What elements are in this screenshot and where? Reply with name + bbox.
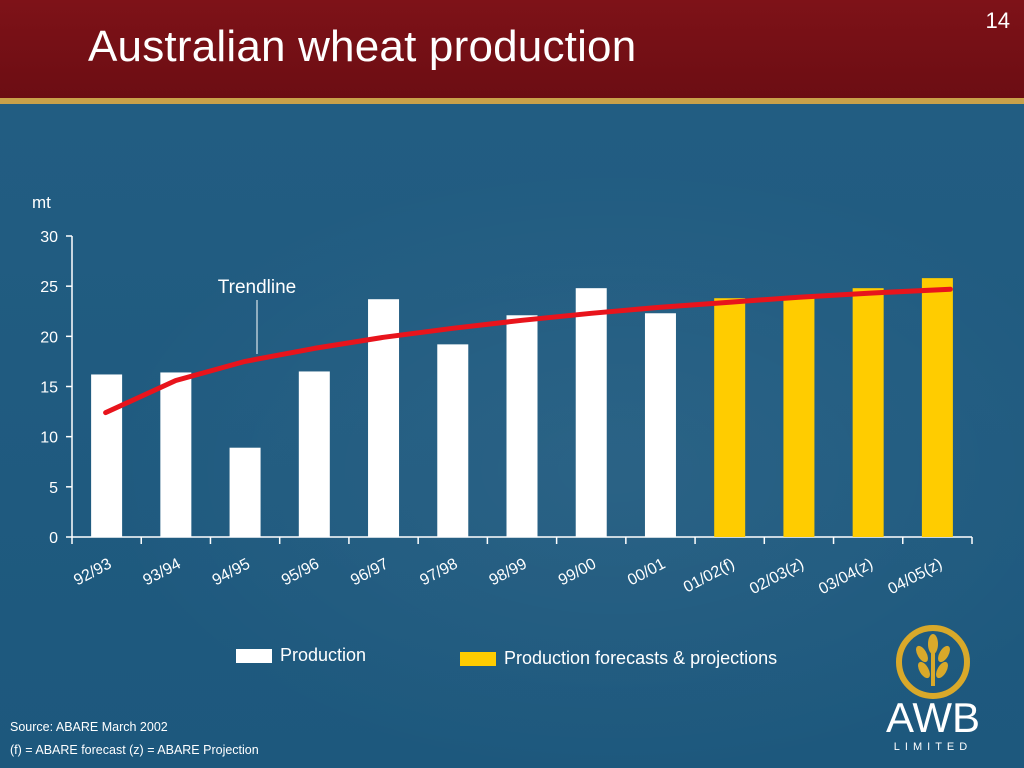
x-tick-label: 03/04(z) [816, 556, 876, 599]
y-tick-label: 20 [40, 329, 58, 346]
y-tick-label: 15 [40, 380, 58, 397]
y-tick-label: 25 [40, 279, 58, 296]
forecast-bar [714, 298, 746, 537]
production-bar [437, 344, 469, 537]
logo-ring [896, 625, 970, 699]
legend-forecasts-label: Production forecasts & projections [504, 648, 778, 668]
y-axis-label: mt [32, 193, 51, 212]
production-bar [91, 374, 123, 537]
y-tick-label: 0 [49, 530, 58, 547]
x-tick-label: 92/93 [71, 555, 114, 589]
x-tick-label: 96/97 [348, 555, 391, 589]
footnote-key: (f) = ABARE forecast (z) = ABARE Project… [10, 743, 259, 757]
x-tick-label: 02/03(z) [747, 556, 807, 599]
source-note: Source: ABARE March 2002 (f) = ABARE for… [10, 716, 259, 762]
trendline-annotation: Trendline [218, 277, 297, 298]
forecast-bar [852, 288, 884, 537]
production-bar [298, 371, 330, 537]
x-tick-label: 98/99 [487, 555, 530, 589]
wheat-production-chart: 0 5 10 15 20 25 30 mt 92/93 93/94 94/95 95/96 96/97 9… [32, 193, 973, 599]
title-bar-rule [0, 98, 1024, 104]
trendline [103, 286, 953, 416]
legend-forecasts-swatch [460, 651, 496, 666]
x-tick-label: 99/00 [556, 555, 599, 589]
legend-production: Production [236, 645, 366, 666]
forecast-bar [921, 278, 953, 537]
forecast-bar [783, 296, 815, 537]
y-tick-label: 5 [49, 480, 58, 497]
x-tick-label: 97/98 [417, 555, 460, 589]
title-bar [0, 0, 1024, 98]
source-text: Source: ABARE March 2002 [10, 720, 168, 734]
y-tick-label: 30 [40, 229, 58, 246]
legend-production-label: Production [280, 645, 367, 665]
logo-text: AWB [886, 694, 980, 741]
x-tick-label: 00/01 [625, 555, 668, 589]
production-bar [644, 313, 676, 537]
slide-title: Australian wheat production [88, 22, 637, 71]
production-bar [160, 372, 192, 537]
production-bar [506, 315, 538, 537]
y-tick-label: 10 [40, 430, 58, 447]
x-tick-label: 95/96 [279, 555, 322, 589]
slide-number: 14 [985, 8, 1010, 33]
production-bar [229, 447, 261, 537]
awb-logo: AWB LIMITED [886, 625, 980, 753]
legend-production-swatch [236, 648, 272, 663]
production-bar [575, 288, 607, 537]
legend-forecasts: Production forecasts & projections [460, 648, 777, 669]
x-tick-label: 01/02(f) [681, 556, 738, 597]
x-tick-label: 04/05(z) [885, 556, 945, 599]
logo-subtext: LIMITED [894, 741, 972, 753]
wheat-icon [916, 634, 950, 686]
x-tick-label: 93/94 [140, 555, 183, 589]
x-tick-label: 94/95 [210, 555, 253, 589]
